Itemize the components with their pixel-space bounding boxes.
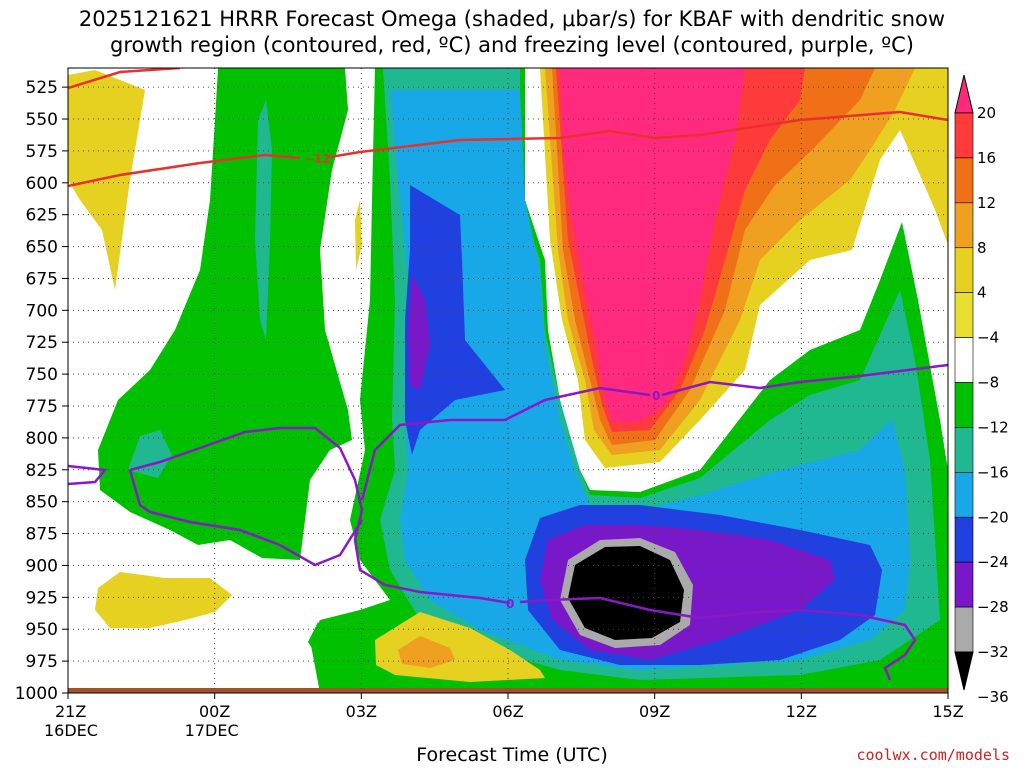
colorbar-segment: [954, 561, 974, 608]
y-tick-label: 575: [26, 142, 58, 162]
y-tick-label: 925: [26, 588, 58, 608]
omega-shade-lightblue: [390, 90, 910, 670]
colorbar-label: 16: [977, 149, 996, 167]
omega-shade-orange-bottom: [398, 636, 455, 668]
dgz-contour-minus12-upper: [68, 68, 181, 90]
dgz-contour-minus12: [68, 110, 948, 188]
contour-label-zero: 0: [652, 389, 660, 403]
colorbar-label: 20: [977, 104, 996, 122]
freezing-level-contour: [68, 363, 948, 681]
colorbar-label: −8: [977, 374, 999, 392]
colorbar-arrow-bottom: [954, 651, 974, 691]
title-line-2: growth region (contoured, red, ºC) and f…: [110, 33, 914, 57]
y-axis: 525 550 575 600 625 650 675 700 725 750 775 800 825 8…: [15, 78, 68, 704]
colorbar-segment: [954, 337, 974, 383]
x-tick-label: 12Z: [786, 702, 817, 721]
x-tick-label: 00Z: [199, 702, 230, 721]
x-axis-title: Forecast Time (UTC): [416, 744, 608, 766]
colorbar-arrow-top: [954, 74, 974, 114]
y-tick-label: 1000: [15, 684, 58, 704]
y-tick-label: 825: [26, 461, 58, 481]
colorbar-segment: [954, 516, 974, 563]
y-tick-label: 625: [26, 206, 58, 226]
y-tick-label: 875: [26, 525, 58, 545]
y-tick-label: 950: [26, 620, 58, 640]
contour-label-zero-lower: 0: [506, 597, 514, 611]
y-tick-label: 550: [26, 110, 58, 130]
omega-shade-yellow-small: [355, 200, 362, 270]
y-tick-label: 700: [26, 301, 58, 321]
ground-strip: [68, 688, 948, 693]
omega-shade-yellow-bottomleft: [95, 572, 232, 628]
colorbar: 20 16 12 8 4 −4 −8 −12 −16 −20 −24 −28 −32 −36: [954, 74, 1009, 706]
y-tick-label: 850: [26, 493, 58, 513]
x-tick-label: 06Z: [492, 702, 523, 721]
colorbar-segment: [954, 202, 974, 249]
colorbar-label: 12: [977, 194, 996, 212]
colorbar-segment: [954, 292, 974, 338]
colorbar-segment: [954, 606, 974, 653]
omega-heatmap-chart: −12 0 0 525 550 575 600 625 650 675 700 725 750 77…: [15, 67, 1009, 740]
omega-shade-magenta: [560, 68, 745, 422]
contour-label-minus12: −12: [304, 152, 331, 166]
y-tick-label: 725: [26, 333, 58, 353]
omega-shade-teal-small: [128, 430, 172, 478]
colorbar-segment: [954, 157, 974, 204]
y-tick-label: 900: [26, 556, 58, 576]
y-tick-label: 800: [26, 429, 58, 449]
y-tick-label: 600: [26, 174, 58, 194]
omega-shade-green-small: [308, 622, 325, 660]
colorbar-label: −28: [977, 598, 1009, 616]
colorbar-segment: [954, 472, 974, 518]
omega-shade-yellow-topleft: [68, 70, 145, 290]
y-tick-label: 975: [26, 652, 58, 672]
colorbar-label: −20: [977, 508, 1009, 526]
y-tick-label: 750: [26, 365, 58, 385]
chart-title: 2025121621 HRRR Forecast Omega (shaded, …: [0, 6, 1024, 58]
colorbar-label: 8: [977, 239, 987, 257]
x-tick-label: 21Z: [55, 702, 86, 721]
x-tick-date: 17DEC: [185, 721, 239, 740]
omega-shade-teal-left: [255, 100, 272, 340]
colorbar-segment: [954, 382, 974, 428]
colorbar-label: −32: [977, 643, 1009, 661]
omega-shade-black: [568, 546, 684, 640]
colorbar-label: −24: [977, 553, 1009, 571]
y-tick-label: 675: [26, 269, 58, 289]
omega-shade-purple-upper: [408, 275, 430, 390]
y-tick-label: 775: [26, 397, 58, 417]
colorbar-segment: [954, 112, 974, 159]
colorbar-label: −12: [977, 418, 1009, 436]
colorbar-label: −36: [977, 688, 1009, 706]
x-tick-label: 09Z: [639, 702, 670, 721]
colorbar-segment: [954, 427, 974, 473]
colorbar-label: −16: [977, 463, 1009, 481]
omega-shade-blue: [405, 185, 505, 455]
x-tick-label: 15Z: [932, 702, 963, 721]
source-credit: coolwx.com/models: [856, 746, 1010, 764]
plot-grid: [68, 68, 948, 693]
colorbar-label: 4: [977, 284, 987, 302]
x-tick-label: 03Z: [346, 702, 377, 721]
x-tick-date: 16DEC: [44, 721, 98, 740]
x-axis: 21Z16DEC202500Z17DEC03Z06Z09Z12Z15Z: [44, 693, 964, 740]
colorbar-label: −4: [977, 329, 999, 347]
plot-area: [68, 68, 948, 693]
y-tick-label: 525: [26, 78, 58, 98]
colorbar-segment: [954, 247, 974, 293]
y-tick-label: 650: [26, 238, 58, 258]
title-line-1: 2025121621 HRRR Forecast Omega (shaded, …: [78, 7, 946, 31]
